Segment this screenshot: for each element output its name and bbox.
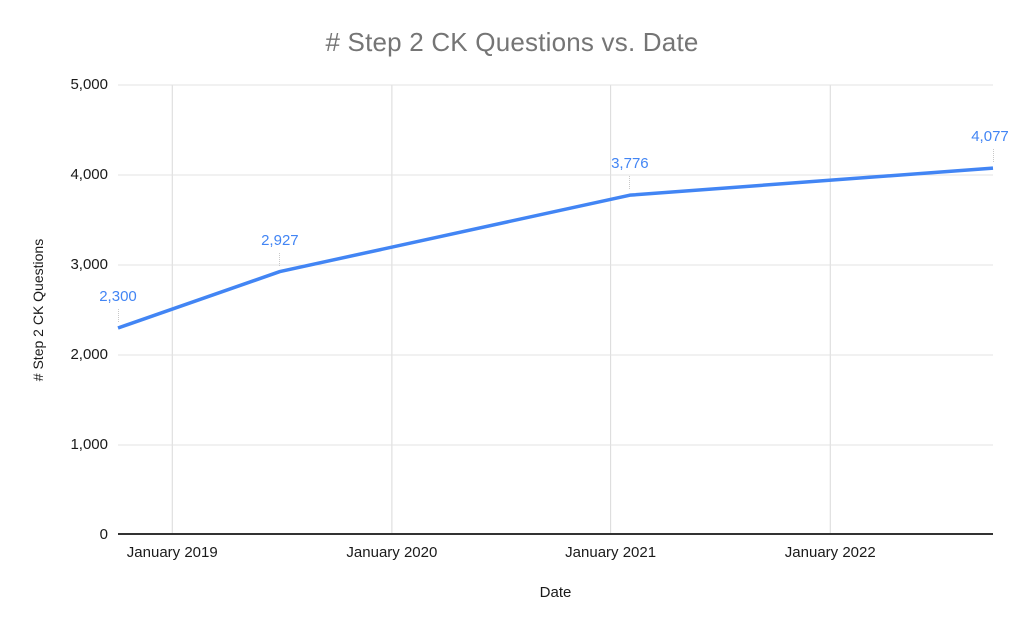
y-tick-label: 0 <box>99 526 108 543</box>
x-tick-label: January 2019 <box>126 544 218 561</box>
series-line <box>117 166 994 330</box>
y-tick-label: 4,000 <box>70 166 108 183</box>
y-tick-label: 1,000 <box>70 436 108 453</box>
y-tick-label: 3,000 <box>70 256 108 273</box>
x-tick-label: January 2022 <box>784 544 876 561</box>
x-axis-title: Date <box>539 584 572 601</box>
y-axis-title: # Step 2 CK Questions <box>30 238 46 382</box>
y-tick-label: 5,000 <box>70 76 108 93</box>
chart-title: # Step 2 CK Questions vs. Date <box>325 27 699 57</box>
x-tick-label: January 2020 <box>346 544 438 561</box>
plot-canvas <box>117 84 994 535</box>
plot-area <box>117 84 994 535</box>
x-tick-label: January 2021 <box>565 544 657 561</box>
y-tick-label: 2,000 <box>70 346 108 363</box>
